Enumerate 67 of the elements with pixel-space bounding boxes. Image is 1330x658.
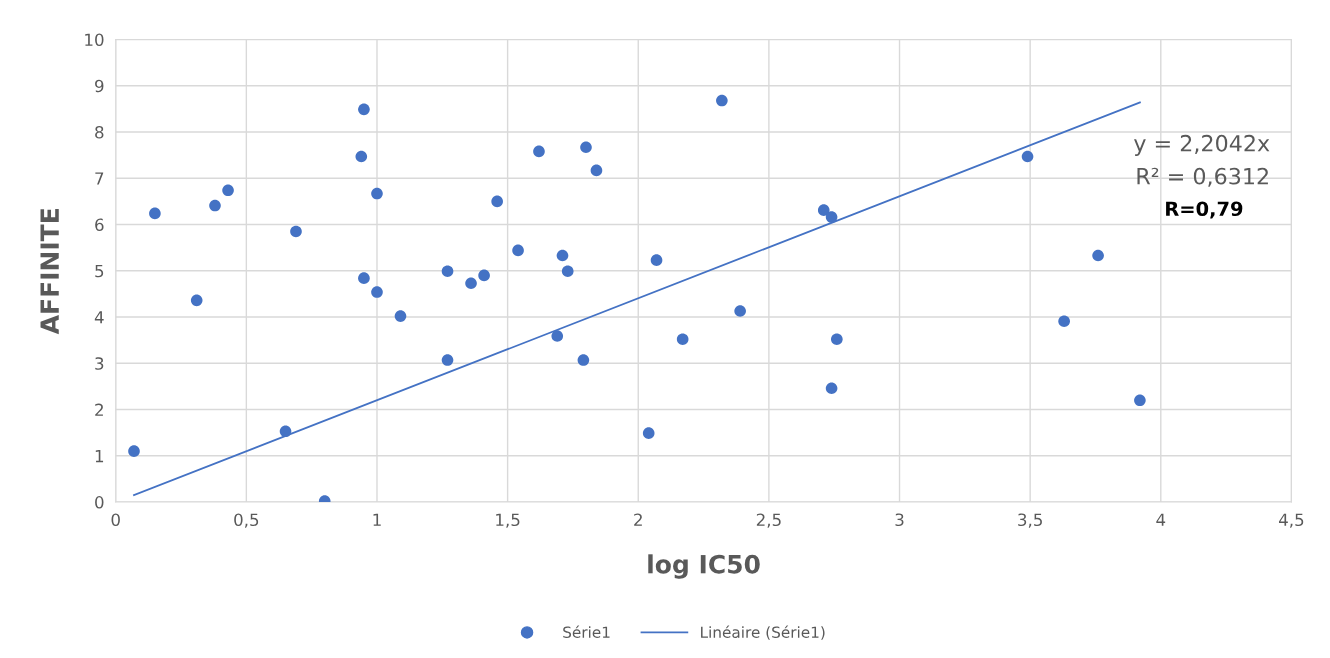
y-tick-label: 5 (95, 264, 104, 278)
x-tick-label: 4,5 (1278, 513, 1304, 528)
point (734, 305, 746, 317)
x-tick-label: 2,5 (756, 513, 781, 528)
point (556, 249, 569, 262)
point (394, 310, 407, 322)
point (512, 244, 524, 257)
point (650, 254, 663, 266)
legend-label: Linéaire (Série1) (701, 625, 825, 640)
point (209, 199, 221, 212)
point (825, 382, 838, 395)
point (580, 141, 592, 154)
point (561, 265, 574, 278)
x-tick-label: 0 (111, 513, 120, 527)
x-axis-title: log IC50 (648, 554, 760, 579)
point (577, 354, 590, 366)
point (128, 445, 140, 457)
point (358, 272, 370, 284)
y-axis-title: AFFINITE (40, 209, 59, 335)
point (1021, 150, 1034, 163)
annotation: R² = 0,6312 (1137, 167, 1268, 187)
y-tick-label: 2 (95, 403, 103, 416)
point (441, 354, 454, 366)
x-tick-label: 3 (895, 513, 904, 527)
point (491, 195, 503, 208)
point (551, 330, 564, 342)
y-tick-label: 7 (95, 172, 104, 185)
x-tick-label: 1 (373, 513, 381, 526)
point (590, 164, 603, 177)
point (222, 184, 234, 197)
point (290, 225, 302, 238)
point (478, 269, 490, 282)
point (533, 145, 545, 158)
point (825, 211, 838, 223)
point (441, 265, 454, 278)
point (831, 333, 843, 346)
point (716, 94, 728, 107)
y-tick-label: 0 (95, 496, 104, 509)
annotation: y = 2,2042x (1134, 134, 1270, 156)
point (1058, 315, 1070, 327)
y-tick-label: 10 (85, 33, 104, 47)
point (149, 207, 161, 220)
y-tick-label: 4 (94, 311, 104, 324)
y-tick-label: 3 (95, 357, 104, 370)
annotation: R=0,79 (1166, 201, 1243, 219)
x-tick-label: 3,5 (1018, 513, 1042, 528)
x-tick-label: 1,5 (496, 513, 520, 528)
y-tick-label: 1 (95, 449, 104, 463)
point (676, 333, 689, 346)
y-tick-label: 6 (95, 218, 104, 232)
point (279, 425, 292, 438)
x-tick-label: 0,5 (234, 513, 259, 528)
point (190, 294, 203, 307)
x-tick-label: 4 (1156, 513, 1166, 526)
point (1092, 249, 1104, 262)
point (1134, 394, 1146, 407)
point (355, 150, 368, 163)
point (817, 204, 830, 216)
point (358, 103, 370, 116)
point (371, 187, 383, 200)
y-tick-label: 9 (95, 79, 104, 93)
point (371, 286, 383, 298)
legend-label: Série1 (563, 625, 610, 638)
point (465, 277, 477, 290)
y-tick-label: 8 (95, 125, 104, 139)
point (642, 427, 655, 439)
x-tick-label: 2 (634, 513, 642, 526)
